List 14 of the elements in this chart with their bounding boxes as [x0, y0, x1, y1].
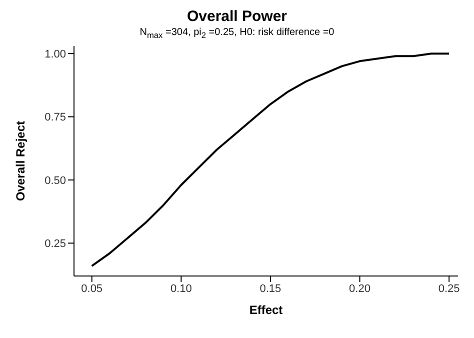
y-axis-title: Overall Reject: [13, 120, 28, 202]
y-tick-label: 0.75: [44, 112, 66, 124]
y-tick-label: 0.50: [44, 174, 66, 187]
x-axis-title: Effect: [249, 303, 283, 317]
x-tick-label: 0.10: [170, 282, 192, 295]
y-tick-label: 0.25: [44, 238, 66, 250]
chart-title: Overall Power: [186, 8, 288, 25]
line-series: [90, 52, 450, 267]
y-tick-label: 1.00: [44, 48, 66, 60]
x-tick-label: 0.20: [349, 282, 370, 295]
chart-subtitle: N$_{max}$ =304, pi$_{2}$ =0.25, H0: risk difference =0: [138, 27, 336, 40]
x-tick-label: 0.15: [260, 282, 282, 295]
x-tick-label: 0.05: [81, 282, 103, 295]
x-tick-label: 0.25: [438, 282, 460, 295]
